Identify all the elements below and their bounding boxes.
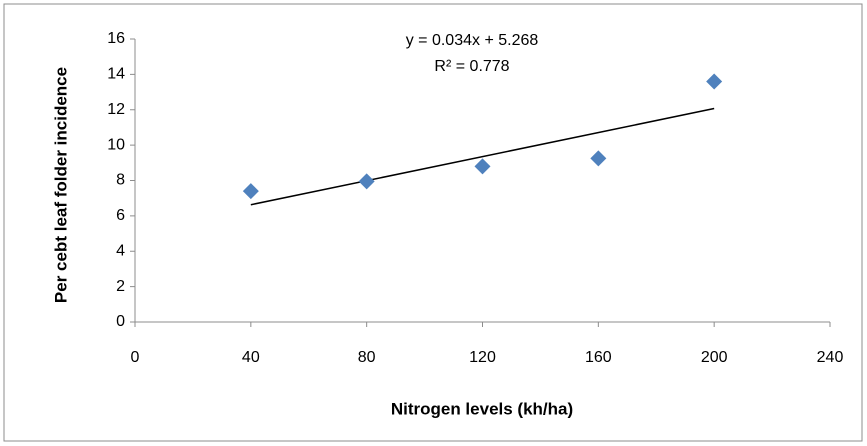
y-tick-label: 4 <box>116 242 125 259</box>
x-tick-label: 40 <box>242 349 260 366</box>
y-tick-label: 16 <box>107 30 125 47</box>
data-point <box>242 183 259 200</box>
equation: y = 0.034x + 5.268 <box>406 32 539 49</box>
r-squared: R² = 0.778 <box>434 58 509 75</box>
x-tick-label: 120 <box>469 349 496 366</box>
x-tick-label: 0 <box>131 349 140 366</box>
y-tick-label: 2 <box>116 278 125 295</box>
trendline <box>250 107 715 206</box>
x-tick-label: 200 <box>701 349 728 366</box>
chart-border <box>3 3 863 442</box>
y-tick-label: 8 <box>116 172 125 189</box>
x-axis-title: Nitrogen levels (kh/ha) <box>391 399 573 418</box>
data-point <box>706 73 723 90</box>
x-tick-label: 80 <box>358 349 376 366</box>
data-point <box>358 173 375 190</box>
y-tick-label: 10 <box>107 136 125 153</box>
x-tick-label: 160 <box>585 349 612 366</box>
y-tick-label: 14 <box>107 66 125 83</box>
y-tick-label: 6 <box>116 207 125 224</box>
data-point <box>474 158 491 175</box>
x-tick-label: 240 <box>817 349 844 366</box>
y-axis-title: Per cebt leaf folder incidence <box>51 67 70 303</box>
data-point <box>590 150 607 167</box>
y-tick-label: 12 <box>107 101 125 118</box>
y-tick-label: 0 <box>116 313 125 330</box>
